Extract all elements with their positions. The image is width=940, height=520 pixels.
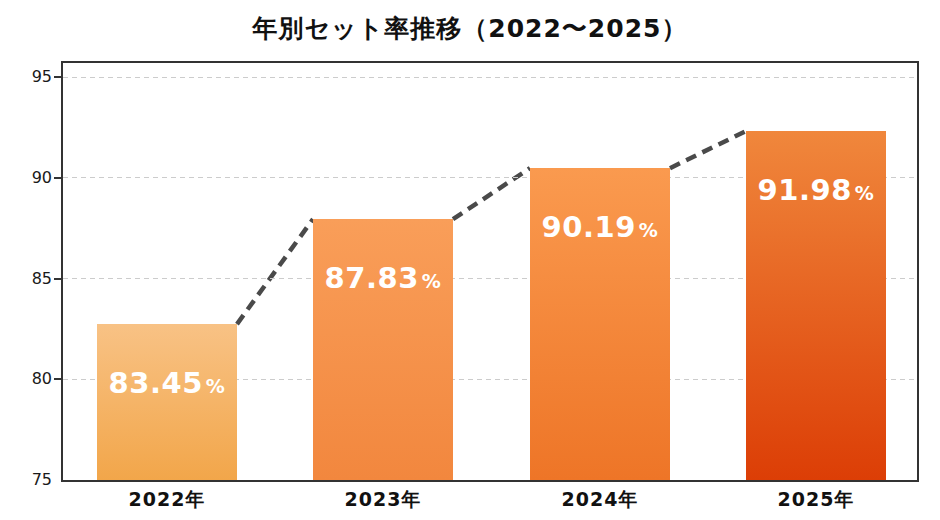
y-axis-tick [54, 177, 61, 179]
y-axis-tick-label: 95 [12, 67, 52, 86]
bar-value-number: 91.98 [758, 173, 852, 207]
y-axis-tick-label: 80 [12, 369, 52, 388]
bar-2025年: 91.98% [746, 131, 886, 480]
y-axis-tick [54, 278, 61, 280]
bar-value-label: 83.45% [97, 366, 237, 400]
y-axis-tick-label: 75 [12, 470, 52, 489]
y-axis-tick-label: 90 [12, 168, 52, 187]
y-axis-tick [54, 76, 61, 78]
x-axis-label: 2022年 [82, 487, 252, 513]
bar-2022年: 83.45% [97, 324, 237, 480]
trend-segment [670, 131, 746, 168]
percent-sign: % [855, 182, 875, 204]
y-axis-tick [54, 378, 61, 380]
bar-2024年: 90.19% [530, 168, 670, 480]
x-axis-label: 2025年 [731, 487, 901, 513]
y-axis-tick-label: 85 [12, 269, 52, 288]
bar-value-number: 83.45 [109, 366, 203, 400]
bar-2023年: 87.83% [313, 219, 453, 480]
bar-value-number: 90.19 [542, 210, 636, 244]
trend-segment [237, 219, 313, 324]
bar-value-label: 91.98% [746, 173, 886, 207]
bar-value-number: 87.83 [325, 261, 419, 295]
percent-sign: % [422, 270, 442, 292]
gridline [63, 77, 917, 78]
chart-title: 年別セット率推移（2022〜2025） [0, 12, 940, 45]
x-axis-label: 2024年 [515, 487, 685, 513]
plot-area: 83.45%87.83%90.19%91.98% [61, 61, 919, 482]
percent-sign: % [206, 375, 226, 397]
x-axis-label: 2023年 [298, 487, 468, 513]
bar-value-label: 87.83% [313, 261, 453, 295]
bar-value-label: 90.19% [530, 210, 670, 244]
trend-segment [453, 168, 530, 219]
percent-sign: % [639, 219, 659, 241]
